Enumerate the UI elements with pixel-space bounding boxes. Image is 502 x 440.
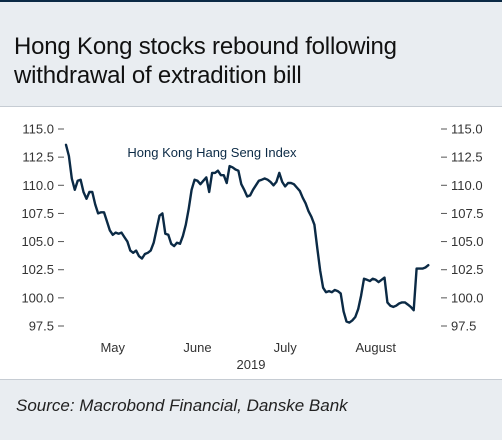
y-tick-label-right: 115.0 (451, 122, 483, 137)
source-note: Source: Macrobond Financial, Danske Bank (16, 396, 348, 415)
x-axis-label: 2019 (237, 357, 266, 372)
chart-title: Hong Kong stocks rebound following withd… (14, 33, 397, 89)
y-tick-label-right: 100.0 (451, 290, 484, 305)
y-tick-label-right: 110.0 (451, 178, 483, 193)
y-tick-label-left: 100.0 (21, 290, 54, 305)
y-tick-label-right: 112.5 (451, 150, 483, 165)
y-tick-label-right: 102.5 (451, 262, 484, 277)
line-chart: 115.0 115.0 112.5 112.5 110.0 110.0 107.5 107.5… (21, 122, 484, 373)
y-tick-label-right: 105.0 (451, 234, 484, 249)
series-line (64, 143, 430, 324)
x-tick-label: August (355, 340, 396, 355)
x-tick-label: June (183, 340, 211, 355)
y-tick-label-left: 112.5 (22, 150, 54, 165)
y-tick-label-left: 105.0 (21, 234, 54, 249)
y-tick-label-left: 110.0 (22, 178, 54, 193)
top-accent-bar (0, 0, 502, 2)
y-tick-label-right: 107.5 (451, 206, 484, 221)
y-tick-label-left: 107.5 (21, 206, 54, 221)
x-tick-label: July (274, 340, 298, 355)
y-tick-label-left: 97.5 (29, 319, 54, 334)
y-tick-label-left: 115.0 (22, 122, 54, 137)
series-label: Hong Kong Hang Seng Index (127, 145, 297, 160)
y-tick-label-right: 97.5 (451, 319, 476, 334)
y-tick-label-left: 102.5 (21, 262, 54, 277)
chart-panel: 115.0 115.0 112.5 112.5 110.0 110.0 107.5 107.5… (0, 106, 502, 380)
x-tick-label: May (100, 340, 125, 355)
